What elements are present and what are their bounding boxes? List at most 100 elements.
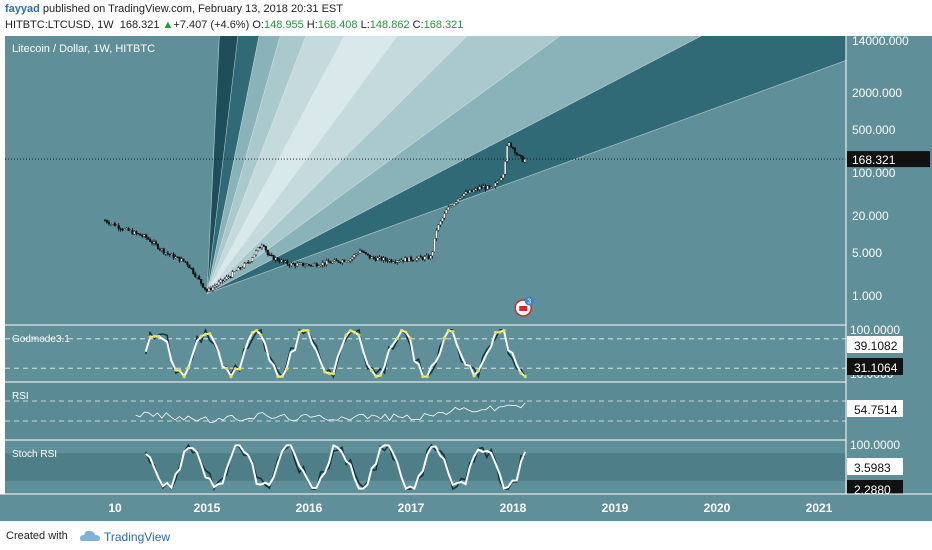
triangle-up-icon: ▲	[162, 19, 174, 31]
overbought-marker	[374, 374, 378, 379]
candle-body	[476, 188, 479, 190]
candle-body	[152, 241, 156, 244]
candle-body	[239, 267, 242, 269]
candle-body	[504, 161, 507, 175]
candle-body	[262, 245, 265, 247]
candle-body	[351, 257, 354, 260]
main-price-pane[interactable]: Litecoin / Dollar, 1W, HITBTC 3	[5, 36, 906, 325]
candle-body	[457, 198, 460, 202]
overbought-marker	[451, 330, 455, 334]
gann-fan-line	[206, 36, 561, 294]
candle-body	[321, 262, 324, 266]
candle-body	[498, 180, 501, 182]
oscillator-pane-background	[5, 325, 846, 382]
candle-body	[107, 222, 110, 225]
oscillator-value-label: 39.1082	[854, 339, 898, 353]
high-value: 168.408	[317, 19, 358, 31]
overbought-marker	[353, 330, 357, 335]
candle-body	[292, 263, 295, 265]
overbought-marker	[327, 371, 331, 375]
footer: Created with TradingView	[0, 521, 932, 550]
candle-body	[494, 182, 497, 187]
overbought-marker	[498, 330, 502, 334]
candle-body	[468, 190, 471, 193]
candle-body	[158, 248, 161, 250]
overbought-marker	[348, 329, 353, 333]
candle-body	[129, 230, 132, 232]
candle-body	[451, 205, 454, 208]
candle-body	[472, 190, 475, 192]
candle-body	[182, 258, 185, 262]
candle-body	[523, 158, 526, 163]
oscillator-panes[interactable]: Godmode3.1 RSI Stoch RSI	[0, 324, 932, 494]
candle-body	[160, 248, 163, 250]
candle-body	[470, 190, 473, 192]
close-value: 168.321	[423, 19, 464, 31]
overbought-marker	[178, 369, 182, 373]
overbought-marker	[174, 368, 178, 372]
candle-body	[478, 186, 481, 190]
candle-body	[376, 257, 379, 261]
candle-body	[502, 173, 505, 179]
overbought-marker	[280, 374, 284, 379]
tradingview-link[interactable]: TradingView	[104, 530, 171, 544]
candle-body	[319, 265, 322, 267]
candle-body	[221, 279, 224, 282]
oscillator-title: RSI	[12, 391, 29, 402]
candle-body	[176, 256, 179, 258]
candle-body	[305, 264, 309, 266]
oscillator-title: Godmode3.1	[12, 334, 70, 345]
candle-body	[360, 250, 364, 253]
overbought-marker	[250, 330, 254, 335]
author-link[interactable]: fayyad	[5, 3, 40, 15]
oscillator-title: Stoch RSI	[12, 449, 57, 460]
candle-body	[496, 181, 499, 184]
candle-body	[125, 227, 128, 230]
overbought-marker	[323, 370, 327, 374]
candle-body	[139, 233, 142, 236]
overbought-marker	[370, 368, 374, 373]
candle-body	[178, 256, 181, 262]
candle-body	[462, 193, 466, 197]
tradingview-cloud-icon	[80, 530, 100, 541]
open-value: 148.955	[263, 19, 304, 31]
candle-body	[417, 256, 420, 259]
overbought-marker	[259, 333, 263, 337]
candle-body	[113, 223, 116, 227]
last-price-tag	[847, 151, 930, 168]
low-label: L:	[360, 19, 370, 31]
candle-body	[374, 257, 377, 261]
candle-body	[349, 258, 352, 262]
oscillator-value-label: 31.1064	[854, 361, 898, 375]
candle-body	[253, 254, 256, 259]
candle-body	[235, 270, 238, 272]
candle-body	[180, 258, 183, 262]
candle-body	[249, 261, 252, 263]
candle-body	[282, 259, 285, 262]
candle-body	[280, 259, 283, 263]
overbought-marker	[229, 374, 233, 379]
oscillator-value-tag	[847, 358, 903, 375]
candle-body	[288, 264, 291, 266]
chart-canvas[interactable]: Litecoin / Dollar, 1W, HITBTC 3 Godmode3.…	[0, 36, 932, 521]
candle-body	[131, 230, 134, 235]
overbought-marker	[237, 367, 242, 371]
candle-body	[425, 255, 428, 257]
candle-body	[445, 209, 448, 214]
candle-body	[362, 251, 365, 254]
price-tick-label: 100.000	[852, 166, 896, 180]
candle-body	[356, 253, 360, 255]
candle-body	[311, 264, 314, 266]
candle-body	[480, 186, 483, 189]
candle-body	[508, 142, 511, 147]
candle-body	[509, 142, 513, 148]
candle-body	[151, 241, 154, 244]
candle-body	[441, 217, 444, 222]
candle-body	[413, 260, 416, 262]
candle-body	[341, 259, 344, 263]
candle-body	[398, 260, 401, 263]
candle-body	[506, 145, 509, 162]
candle-body	[500, 177, 503, 181]
candle-body	[464, 191, 467, 194]
last-price-tag-label: 168.321	[852, 153, 896, 167]
